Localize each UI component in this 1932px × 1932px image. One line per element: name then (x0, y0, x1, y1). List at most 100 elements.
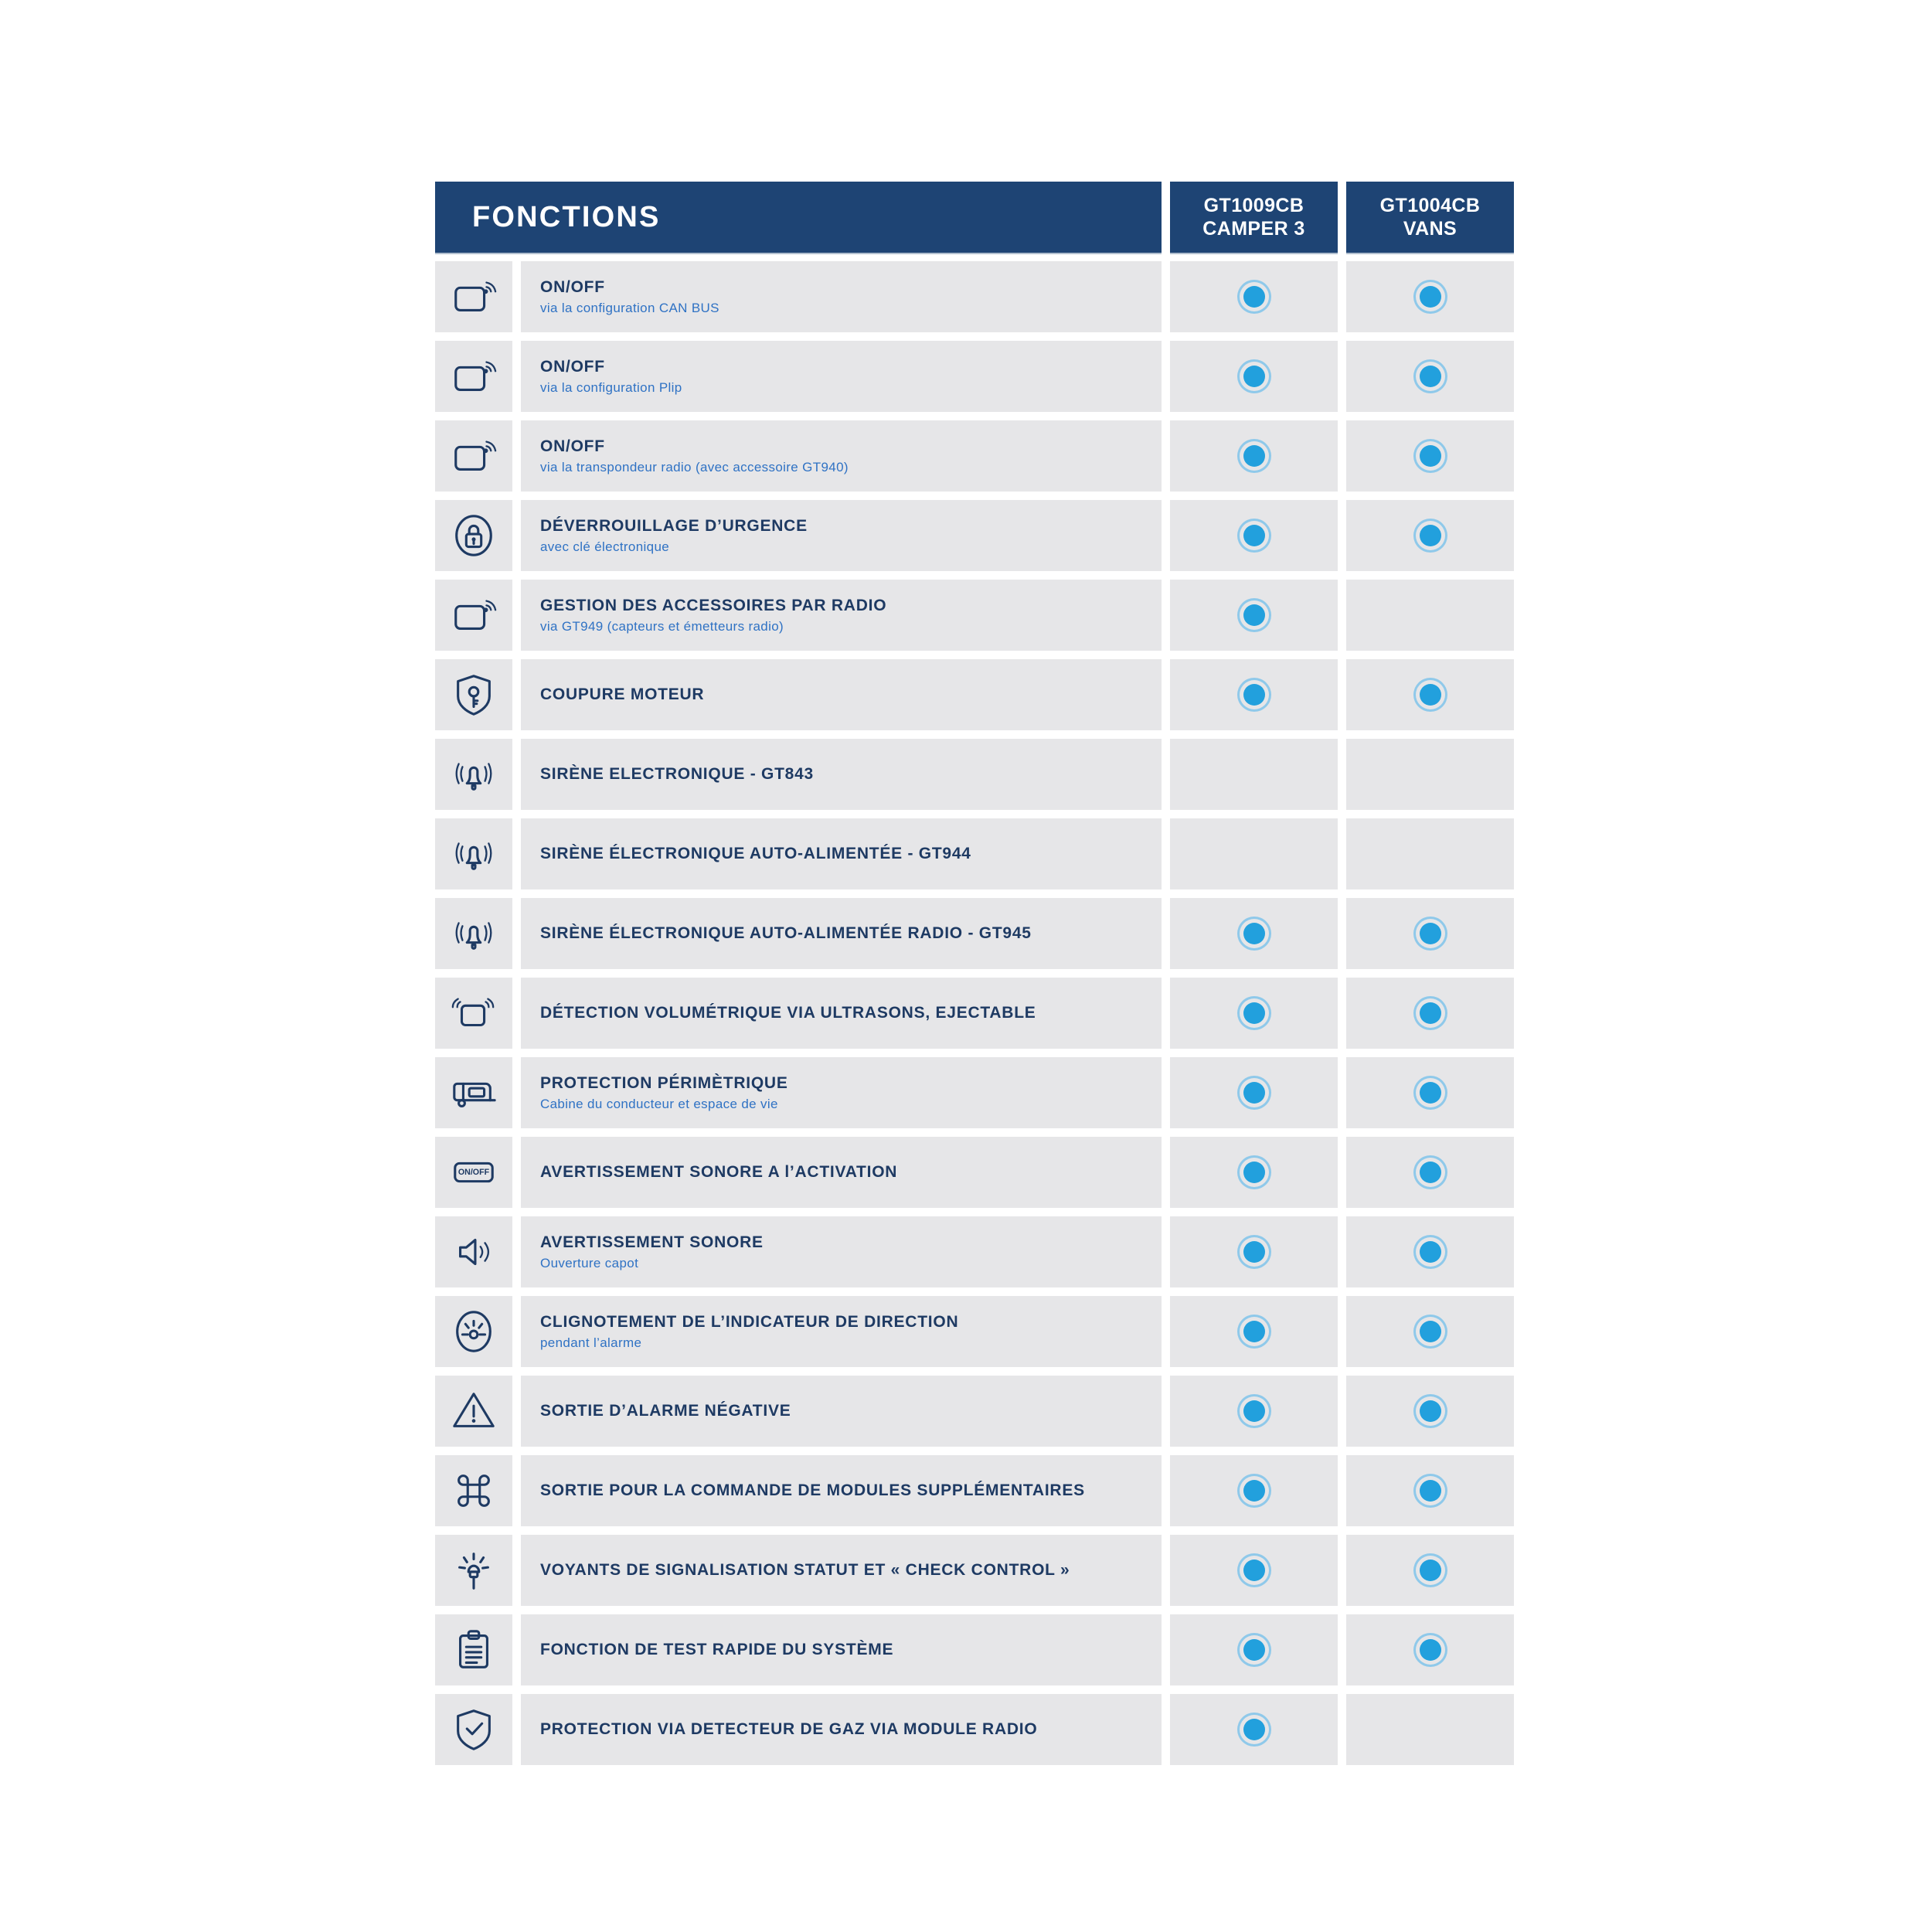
table-row: CLIGNOTEMENT DE L’INDICATEUR DE DIRECTIO… (435, 1296, 1526, 1367)
availability-marker-camper3-cell (1170, 261, 1338, 332)
availability-marker-camper3 (1243, 684, 1265, 706)
availability-marker-vans-cell (1346, 1455, 1514, 1526)
row-icon-cell (435, 261, 512, 332)
row-icon-cell (435, 659, 512, 730)
shield-check-icon (457, 1709, 491, 1750)
availability-marker-camper3-cell (1170, 1216, 1338, 1287)
availability-marker-vans-cell (1346, 659, 1514, 730)
row-icon-cell (435, 1535, 512, 1606)
table-row: AVERTISSEMENT SONORE Ouverture capot (435, 1216, 1526, 1287)
row-subtitle: via la configuration Plip (540, 379, 682, 395)
availability-marker-camper3 (1243, 445, 1265, 467)
row-title: VOYANTS DE SIGNALISATION STATUT ET « CHE… (540, 1561, 1070, 1580)
row-label-cell: DÉVERROUILLAGE D’URGENCE avec clé électro… (521, 500, 1162, 571)
availability-marker-camper3 (1243, 1719, 1265, 1740)
radio-box-icon (454, 600, 497, 630)
lock-circle-icon (455, 515, 492, 556)
availability-marker-vans-cell (1346, 898, 1514, 969)
availability-marker-vans (1419, 525, 1441, 546)
availability-marker-camper3 (1243, 1560, 1265, 1581)
availability-marker-camper3-cell (1170, 1455, 1338, 1526)
availability-marker-vans-cell (1346, 1296, 1514, 1367)
availability-marker-camper3 (1243, 1400, 1265, 1422)
availability-marker-vans-cell (1346, 1535, 1514, 1606)
blinker-light-icon (456, 1311, 492, 1352)
availability-marker-camper3-cell (1170, 1376, 1338, 1447)
availability-marker-camper3-cell (1170, 1694, 1338, 1765)
table-row: FONCTION DE TEST RAPIDE DU SYSTÈME (435, 1614, 1526, 1685)
clipboard-icon (459, 1630, 488, 1668)
availability-marker-camper3 (1243, 923, 1265, 944)
table-row: SIRÈNE ÉLECTRONIQUE AUTO-ALIMENTÉE RADIO… (435, 898, 1526, 969)
availability-marker-camper3 (1243, 604, 1265, 626)
radio-box-icon (454, 281, 497, 311)
row-label-cell: ON/OFF via la configuration CAN BUS (521, 261, 1162, 332)
row-subtitle: Cabine du conducteur et espace de vie (540, 1096, 778, 1111)
row-title: ON/OFF (540, 277, 605, 296)
row-title: AVERTISSEMENT SONORE A l’ACTIVATION (540, 1163, 898, 1182)
column-model-vans: VANS (1403, 218, 1458, 240)
availability-marker-vans-cell (1346, 500, 1514, 571)
speaker-icon (459, 1238, 490, 1266)
row-icon-cell (435, 341, 512, 412)
radio-box-icon (454, 440, 497, 471)
row-label-cell: AVERTISSEMENT SONORE A l’ACTIVATION (521, 1137, 1162, 1208)
availability-marker-camper3 (1243, 286, 1265, 308)
row-icon-cell (435, 1216, 512, 1287)
availability-marker-vans-cell (1346, 1614, 1514, 1685)
row-title: FONCTION DE TEST RAPIDE DU SYSTÈME (540, 1641, 894, 1659)
table-row: ON/OFF via la configuration CAN BUS (435, 261, 1526, 332)
row-label-cell: GESTION DES ACCESSOIRES PAR RADIO via GT9… (521, 580, 1162, 651)
row-title: SIRÈNE ELECTRONIQUE - GT843 (540, 765, 814, 784)
row-icon-cell (435, 1057, 512, 1128)
availability-marker-camper3-cell (1170, 341, 1338, 412)
row-icon-cell (435, 1614, 512, 1685)
table-row: GESTION DES ACCESSOIRES PAR RADIO via GT9… (435, 580, 1526, 651)
table-row: SORTIE D’ALARME NÉGATIVE (435, 1376, 1526, 1447)
availability-marker-vans-cell (1346, 1057, 1514, 1128)
row-title: COUPURE MOTEUR (540, 685, 705, 704)
availability-marker-vans (1419, 366, 1441, 387)
availability-marker-camper3 (1243, 1480, 1265, 1502)
row-label-cell: SORTIE POUR LA COMMANDE DE MODULES SUPPL… (521, 1455, 1162, 1526)
row-icon-cell (435, 420, 512, 492)
table-row: DÉTECTION VOLUMÉTRIQUE VIA ULTRASONS, EJ… (435, 978, 1526, 1049)
row-label-cell: SORTIE D’ALARME NÉGATIVE (521, 1376, 1162, 1447)
availability-marker-camper3 (1243, 1002, 1265, 1024)
row-label-cell: AVERTISSEMENT SONORE Ouverture capot (521, 1216, 1162, 1287)
availability-marker-camper3 (1243, 1162, 1265, 1183)
row-icon-cell (435, 898, 512, 969)
availability-marker-camper3-cell (1170, 659, 1338, 730)
indicator-lamp-icon (458, 1553, 489, 1590)
row-subtitle: pendant l’alarme (540, 1335, 642, 1350)
table-row: ON/OFF via la configuration Plip (435, 341, 1526, 412)
column-header-camper3: GT1009CB CAMPER 3 (1170, 182, 1338, 253)
availability-marker-vans (1419, 1002, 1441, 1024)
row-title: SORTIE POUR LA COMMANDE DE MODULES SUPPL… (540, 1481, 1085, 1500)
availability-marker-vans-cell (1346, 1376, 1514, 1447)
row-subtitle: via GT949 (capteurs et émetteurs radio) (540, 618, 784, 634)
column-model-camper3: CAMPER 3 (1202, 218, 1305, 240)
availability-marker-vans (1419, 1241, 1441, 1263)
availability-marker-camper3 (1243, 1639, 1265, 1661)
availability-marker-camper3-cell (1170, 1137, 1338, 1208)
availability-marker-vans (1419, 1162, 1441, 1183)
row-label-cell: SIRÈNE ELECTRONIQUE - GT843 (521, 739, 1162, 810)
availability-marker-camper3-cell (1170, 500, 1338, 571)
row-title: DÉTECTION VOLUMÉTRIQUE VIA ULTRASONS, EJ… (540, 1004, 1036, 1022)
page-title: FONCTIONS (472, 200, 661, 233)
row-icon-cell (435, 500, 512, 571)
row-label-cell: COUPURE MOTEUR (521, 659, 1162, 730)
availability-marker-camper3-cell (1170, 1057, 1338, 1128)
row-title: DÉVERROUILLAGE D’URGENCE (540, 516, 808, 535)
bell-siren-icon (455, 842, 492, 870)
table-row: SORTIE POUR LA COMMANDE DE MODULES SUPPL… (435, 1455, 1526, 1526)
row-title: SORTIE D’ALARME NÉGATIVE (540, 1402, 791, 1420)
availability-marker-vans-cell (1346, 341, 1514, 412)
availability-marker-camper3 (1243, 1321, 1265, 1342)
row-title: SIRÈNE ÉLECTRONIQUE AUTO-ALIMENTÉE RADIO… (540, 924, 1032, 943)
row-icon-cell (435, 580, 512, 651)
svg-text:ON/OFF: ON/OFF (458, 1168, 490, 1177)
availability-marker-camper3-cell (1170, 1296, 1338, 1367)
table-row: COUPURE MOTEUR (435, 659, 1526, 730)
